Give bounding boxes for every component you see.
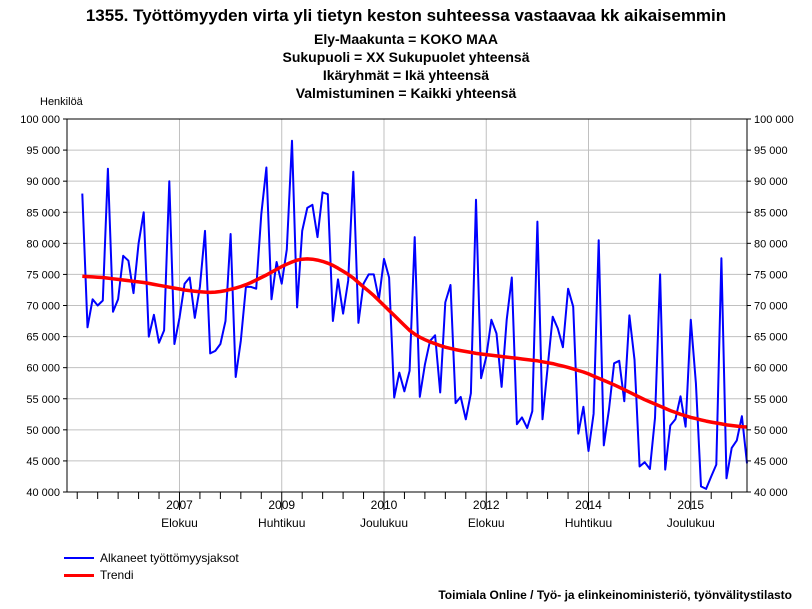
y-tick-label-right: 85 000 [754, 207, 788, 219]
y-tick-label-right: 55 000 [754, 394, 788, 406]
y-tick-labels-left: 40 000 45 000 50 000 55 000 60 000 65 000 70 0… [20, 114, 60, 499]
x-tick-year: 2012 [473, 498, 500, 512]
x-tick-labels: 2007 Elokuu 2009 Huhtikuu 2010 Joulukuu 2012 El… [161, 498, 715, 530]
gridlines [67, 119, 747, 492]
y-tick-label-right: 70 000 [754, 301, 788, 313]
legend-swatch-blue [64, 557, 94, 559]
series-lines [81, 139, 748, 490]
x-tick-month: Huhtikuu [258, 516, 305, 530]
y-tick-label-left: 65 000 [26, 332, 60, 344]
x-tick-month: Huhtikuu [565, 516, 612, 530]
axis-ticks [63, 118, 751, 510]
legend-swatch-red [64, 573, 94, 577]
x-tick-month: Elokuu [468, 516, 505, 530]
x-tick-year: 2009 [268, 498, 295, 512]
subtitle-graduation: Valmistuminen = Kaikki yhteensä [295, 85, 517, 101]
source-note: Toimiala Online / Työ- ja elinkeinominis… [438, 588, 792, 602]
legend-label-started: Alkaneet työttömyysjaksot [100, 551, 239, 565]
chart-title: 1355. Työttömyyden virta yli tietyn kest… [85, 6, 727, 25]
y-tick-label-left: 90 000 [26, 176, 60, 188]
y-tick-label-left: 60 000 [26, 363, 60, 375]
y-tick-label-right: 90 000 [754, 176, 788, 188]
subtitle-age-group: Ikäryhmät = Ikä yhteensä [322, 67, 490, 83]
x-tick-month: Joulukuu [667, 516, 715, 530]
y-axis-label: Henkilöä [40, 96, 83, 108]
y-tick-label-right: 45 000 [754, 456, 788, 468]
legend-item-started: Alkaneet työttömyysjaksot [64, 551, 239, 565]
y-tick-label-right: 50 000 [754, 425, 788, 437]
y-tick-label-left: 85 000 [26, 207, 60, 219]
y-tick-label-left: 45 000 [26, 456, 60, 468]
y-tick-label-right: 95 000 [754, 145, 788, 157]
x-tick-month: Joulukuu [360, 516, 408, 530]
x-tick-year: 2007 [166, 498, 193, 512]
subtitle-gender: Sukupuoli = XX Sukupuolet yhteensä [282, 49, 530, 65]
series-line-trend [82, 257, 748, 429]
y-tick-label-right: 40 000 [754, 487, 788, 499]
y-tick-label-left: 95 000 [26, 145, 60, 157]
series-line-started [81, 139, 748, 490]
subtitle-region: Ely-Maakunta = KOKO MAA [314, 31, 498, 47]
y-tick-label-left: 80 000 [26, 238, 60, 250]
y-tick-label-left: 50 000 [26, 425, 60, 437]
y-tick-label-left: 40 000 [26, 487, 60, 499]
y-tick-label-right: 100 000 [754, 114, 794, 126]
y-tick-label-right: 65 000 [754, 332, 788, 344]
legend-item-trend: Trendi [64, 568, 134, 582]
y-tick-label-left: 70 000 [26, 301, 60, 313]
x-tick-year: 2015 [677, 498, 704, 512]
x-tick-year: 2014 [575, 498, 602, 512]
y-tick-label-left: 75 000 [26, 269, 60, 281]
line-chart: 40 000 45 000 50 000 55 000 60 000 65 000 70 0… [20, 114, 794, 530]
x-tick-month: Elokuu [161, 516, 198, 530]
x-tick-year: 2010 [371, 498, 398, 512]
y-tick-label-left: 55 000 [26, 394, 60, 406]
y-tick-label-right: 75 000 [754, 269, 788, 281]
y-tick-labels-right: 40 000 45 000 50 000 55 000 60 000 65 000 70 0… [754, 114, 794, 499]
y-tick-label-left: 100 000 [20, 114, 60, 126]
y-tick-label-right: 80 000 [754, 238, 788, 250]
plot-frame [66, 118, 748, 493]
y-tick-label-right: 60 000 [754, 363, 788, 375]
legend-label-trend: Trendi [100, 568, 134, 582]
